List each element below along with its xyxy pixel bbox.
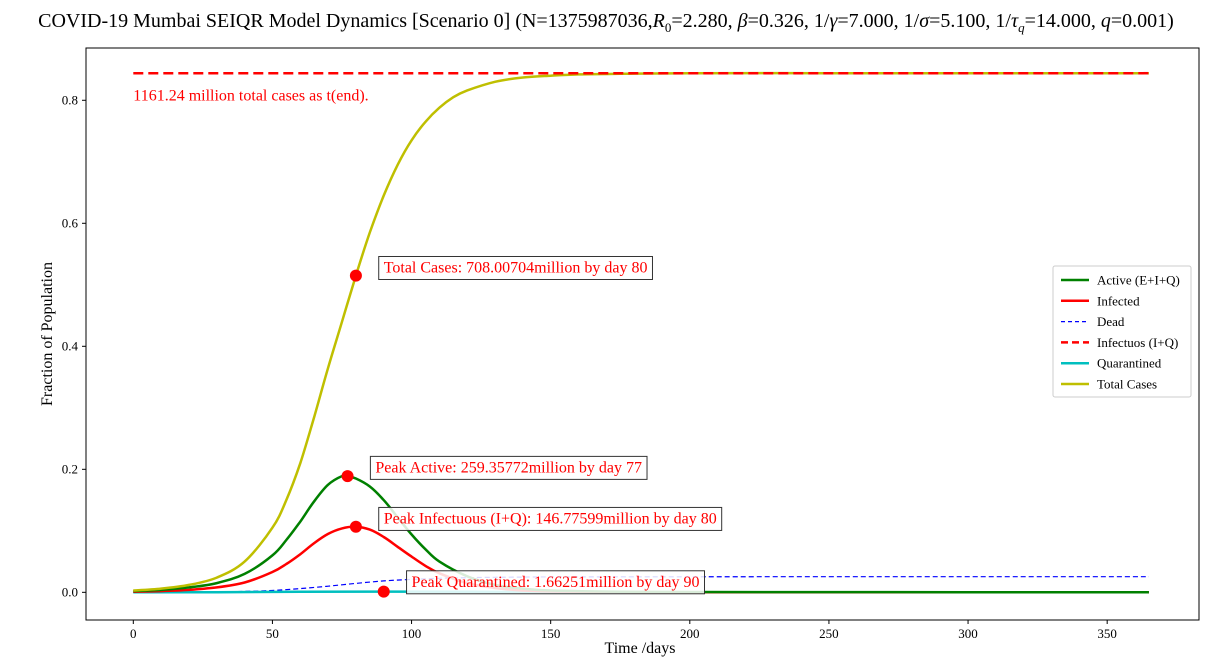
y-axis-label: Fraction of Population [39,262,56,406]
y-tick-label: 0.8 [62,92,78,107]
legend: Active (E+I+Q) Infected Dead Infectuos (I+Q… [1052,265,1192,398]
x-tick-label: 200 [680,626,700,641]
marker-peak-active [341,470,354,483]
x-tick-label: 250 [819,626,839,641]
legend-label: Active (E+I+Q) [1097,273,1180,288]
y-tick-label: 0.2 [62,461,78,476]
marker-points [341,269,390,598]
plot-area [85,47,1200,621]
annotation-text: Peak Active: 259.35772million by day 77 [375,459,642,476]
marker-peak-quarantined [377,585,390,598]
legend-label: Infectuos (I+Q) [1097,335,1178,350]
x-tick-label: 300 [958,626,978,641]
x-tick-label: 350 [1097,626,1117,641]
annotation-total-cases: Total Cases: 708.00704million by day 80 [378,255,653,280]
legend-label: Dead [1097,314,1125,329]
annotation-peak-quarantined: Peak Quarantined: 1.66251million by day … [406,570,706,595]
annotation-text: Total Cases: 708.00704million by day 80 [384,259,648,276]
legend-label: Quarantined [1097,356,1162,371]
x-tick-label: 100 [402,626,422,641]
legend-label: Infected [1097,293,1140,308]
annotation-box [378,255,653,280]
annotation-box [369,455,648,480]
marker-peak-infectuous [349,520,362,533]
annotation-box [378,506,723,531]
chart-title: COVID-19 Mumbai SEIQR Model Dynamics [Sc… [38,10,1174,35]
legend-label: Total Cases [1097,377,1157,392]
annotation-total-end: 1161.24 million total cases as t(end). [133,87,368,104]
axis-ticks: 0 50 100 150 200 250 300 350 0.0 0.2 0.4 0.6 0.8 [62,92,1117,641]
y-tick-label: 0.0 [62,584,78,599]
x-tick-label: 50 [266,626,279,641]
y-tick-label: 0.6 [62,215,79,230]
marker-total-cases [349,269,362,282]
annotation-peak-infectious: Peak Infectuous (I+Q): 146.77599million … [378,506,723,531]
x-tick-label: 150 [541,626,561,641]
x-axis-label: Time /days [605,640,676,657]
annotation-peak-active: Peak Active: 259.35772million by day 77 [369,455,648,480]
annotation-box [406,570,706,595]
x-tick-label: 0 [130,626,137,641]
y-tick-label: 0.4 [62,338,79,353]
annotation-text: Peak Quarantined: 1.66251million by day … [412,574,700,591]
annotation-text: Peak Infectuous (I+Q): 146.77599million … [384,510,717,527]
